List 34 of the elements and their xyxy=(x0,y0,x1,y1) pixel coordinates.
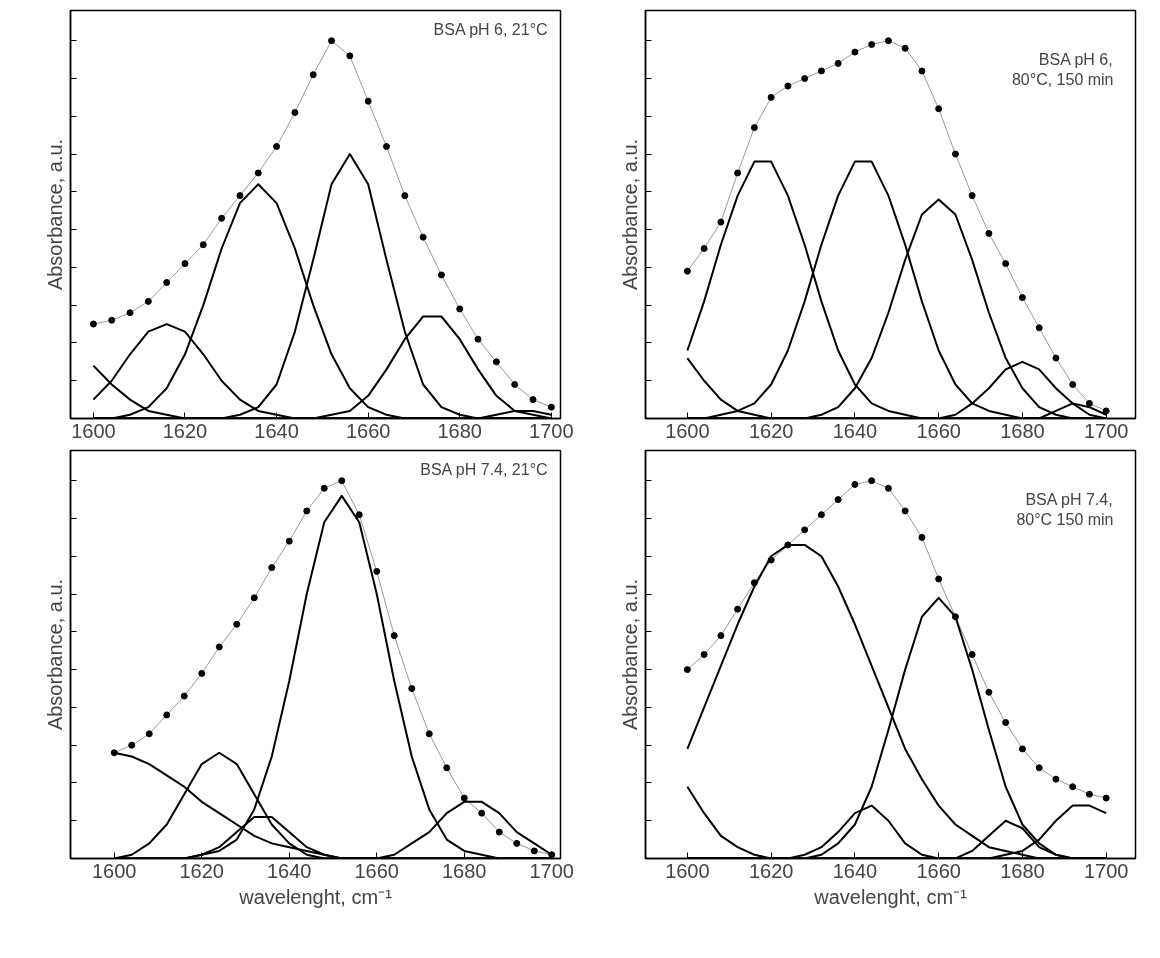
y-axis-title: Absorbance, a.u. xyxy=(43,138,66,291)
x-tick-label: 1680 xyxy=(437,419,483,442)
text: BSA pH 6, 21°C xyxy=(433,20,548,38)
annotation: BSA pH 6, 80°C, 150 min xyxy=(1011,50,1114,88)
x-tick-label: 1700 xyxy=(529,859,574,882)
x-tick-label: 1660 xyxy=(345,419,391,442)
x-tick-label: 1660 xyxy=(916,419,961,442)
y-axis-title: Absorbance, a.u. xyxy=(618,578,641,731)
x-axis-title: wavelenght, cm⁻¹ xyxy=(813,885,968,908)
x-tick-label: 1620 xyxy=(162,419,208,442)
x-tick-label: 1620 xyxy=(748,419,794,442)
x-tick-label: 1640 xyxy=(832,419,878,442)
x-tick-label: 1640 xyxy=(832,859,878,882)
x-tick-label: 1620 xyxy=(179,859,224,882)
y-axis-title: Absorbance, a.u. xyxy=(43,578,66,731)
x-tick-label: 1600 xyxy=(92,859,137,882)
x-tick-label: 1680 xyxy=(442,859,487,882)
y-axis-title: Absorbance, a.u. xyxy=(618,138,641,291)
x-tick-label: 1600 xyxy=(665,859,710,882)
x-tick-label: 1600 xyxy=(71,419,116,442)
x-tick-label: 1640 xyxy=(267,859,312,882)
x-tick-label: 1700 xyxy=(1083,419,1129,442)
annotation: BSA pH 7.4, 80°C 150 min xyxy=(1016,490,1114,528)
text: BSA pH 7.4, 21°C xyxy=(420,460,548,478)
x-tick-label: 1680 xyxy=(1000,859,1045,882)
x-tick-label: 1700 xyxy=(1083,859,1129,882)
x-tick-label: 1620 xyxy=(748,859,794,882)
x-tick-label: 1680 xyxy=(1000,419,1045,442)
x-tick-label: 1700 xyxy=(529,419,574,442)
x-axis-title: wavelenght, cm⁻¹ xyxy=(238,885,393,908)
x-tick-label: 1660 xyxy=(354,859,399,882)
x-tick-label: 1660 xyxy=(916,859,961,882)
x-tick-label: 1600 xyxy=(665,419,710,442)
x-tick-label: 1640 xyxy=(254,419,299,442)
